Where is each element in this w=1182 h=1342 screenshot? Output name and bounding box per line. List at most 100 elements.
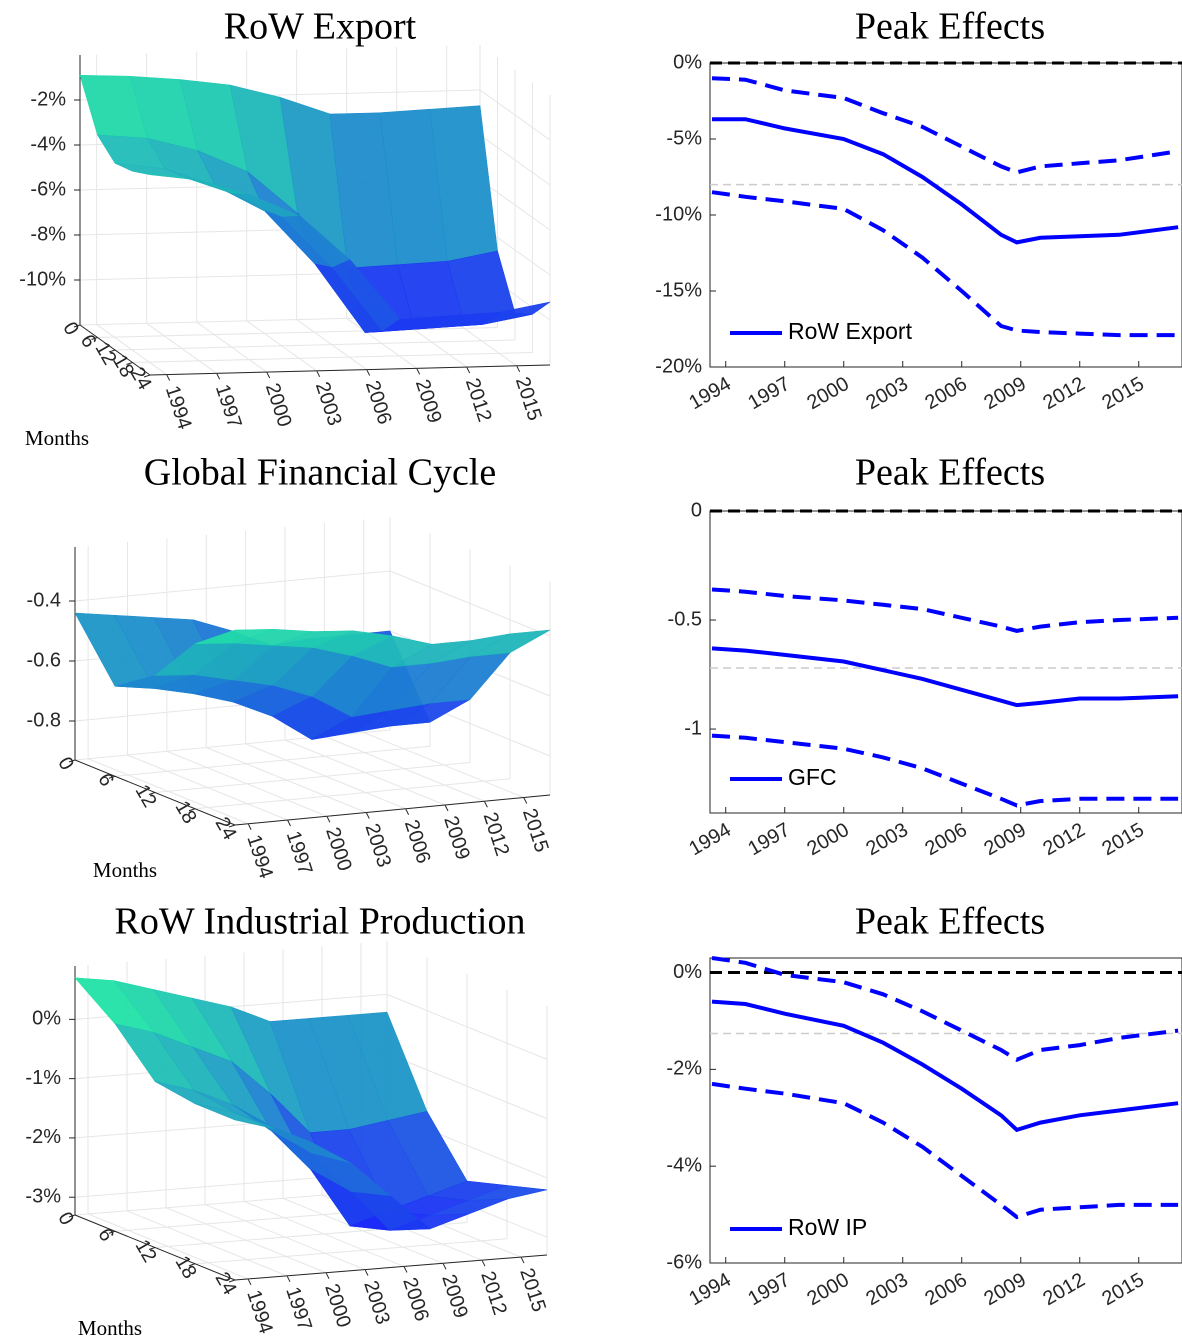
- x-tick-label: 2015: [515, 1265, 550, 1314]
- grid-line: [114, 339, 516, 351]
- tick-mark: [403, 1266, 408, 1273]
- tick-mark: [73, 324, 81, 328]
- legend-label: GFC: [788, 764, 837, 790]
- tick-mark: [520, 1256, 525, 1264]
- x-tick-label: 2015: [511, 374, 546, 423]
- tick-mark: [483, 801, 488, 808]
- grid-line: [154, 762, 471, 793]
- axis-line: [74, 759, 236, 826]
- tick-mark: [365, 812, 370, 819]
- tick-mark: [405, 808, 410, 815]
- x-tick-label: 2006: [398, 1275, 433, 1324]
- surface-patch: [467, 1185, 548, 1201]
- surface-patch: [470, 629, 551, 657]
- tick-mark: [126, 362, 133, 365]
- y-tick-label: 18: [171, 797, 201, 827]
- y-tick-label: -5%: [666, 127, 702, 149]
- x-tick-label: 1997: [211, 382, 246, 431]
- tick-mark: [68, 1214, 76, 1218]
- y-tick-label: 24: [211, 814, 241, 844]
- y-tick-label: 0: [53, 1208, 78, 1229]
- x-tick-label: 1994: [685, 373, 735, 414]
- x-tick-label: 2003: [359, 1278, 394, 1327]
- grid-line: [194, 1238, 508, 1265]
- y-tick-label: -1: [684, 717, 702, 739]
- y-tick-label: 0: [691, 499, 702, 521]
- x-tick-label: 2009: [437, 1272, 472, 1321]
- x-tick-label: 2012: [1039, 373, 1089, 414]
- z-tick-label: -0.8: [27, 709, 61, 731]
- z-tick-label: -0.6: [27, 649, 61, 671]
- x-tick-label: 2006: [921, 819, 971, 860]
- chart-title: Peak Effects: [855, 901, 1045, 943]
- x-tick-label: 2000: [803, 373, 853, 414]
- tick-mark: [216, 373, 221, 380]
- tick-mark: [247, 1278, 252, 1286]
- tick-mark: [326, 816, 331, 823]
- tick-mark: [148, 792, 156, 795]
- band-line: [711, 190, 1179, 338]
- legend-label: RoW Export: [788, 318, 913, 344]
- y-tick-label: 0: [53, 753, 78, 774]
- x-tick-label: 2015: [518, 806, 553, 855]
- x-tick-label: 1997: [282, 828, 317, 877]
- tick-mark: [148, 1247, 156, 1250]
- x-tick-label: 1997: [281, 1284, 316, 1333]
- tick-mark: [444, 804, 449, 812]
- y-tick-label: 0: [58, 318, 83, 339]
- y-tick-label: -10%: [655, 203, 702, 225]
- x-tick-label: 1997: [744, 373, 794, 414]
- x-tick-label: 2015: [1098, 819, 1148, 860]
- x-tick-label: 1994: [685, 1269, 735, 1310]
- x-tick-label: 2003: [360, 821, 395, 870]
- x-tick-label: 2009: [411, 377, 446, 426]
- tick-mark: [364, 1269, 369, 1276]
- axis-line: [74, 1214, 236, 1281]
- x-tick-label: 2015: [1098, 373, 1148, 414]
- tick-mark: [188, 1263, 196, 1267]
- x-tick-label: 1994: [242, 832, 277, 881]
- tick-mark: [516, 365, 521, 373]
- axis-line: [234, 1254, 548, 1281]
- tick-mark: [287, 819, 291, 827]
- y-tick-label: -15%: [655, 279, 702, 301]
- chart-title: RoW Export: [224, 6, 417, 48]
- x-tick-label: 2009: [980, 819, 1030, 860]
- grid-line: [74, 570, 391, 602]
- tick-mark: [316, 370, 321, 378]
- chart-title: Global Financial Cycle: [144, 452, 496, 494]
- tick-mark: [247, 823, 252, 830]
- x-tick-label: 1994: [161, 383, 196, 432]
- tick-mark: [91, 337, 98, 340]
- tick-mark: [286, 1275, 291, 1283]
- y-tick-label: 12: [131, 1236, 161, 1266]
- x-tick-label: 1994: [242, 1287, 277, 1336]
- axis-label: Months: [93, 858, 157, 882]
- tick-mark: [68, 759, 76, 763]
- band-line: [711, 587, 1179, 633]
- z-tick-label: -2%: [25, 1126, 61, 1148]
- y-tick-label: 18: [171, 1252, 201, 1282]
- axis-line: [149, 364, 551, 376]
- x-tick-label: 2006: [400, 817, 435, 866]
- y-tick-label: 0%: [673, 961, 702, 983]
- x-tick-label: 2009: [439, 813, 474, 862]
- x-tick-label: 2003: [311, 379, 346, 428]
- tick-mark: [108, 349, 116, 353]
- tick-mark: [228, 1279, 236, 1283]
- axis-label: Months: [78, 1316, 142, 1340]
- tick-mark: [442, 1263, 447, 1270]
- y-tick-label: 12: [131, 781, 161, 811]
- band-line: [711, 1081, 1179, 1220]
- z-tick-label: -1%: [25, 1067, 61, 1089]
- axis-line: [79, 324, 151, 376]
- y-tick-label: -0.5: [668, 608, 702, 630]
- x-tick-label: 2006: [921, 373, 971, 414]
- z-tick-label: -8%: [30, 223, 66, 245]
- series-line: [711, 999, 1179, 1133]
- grid-line: [114, 745, 431, 777]
- z-tick-label: -2%: [30, 88, 66, 110]
- plot-frame: [709, 62, 1182, 368]
- x-tick-label: 2000: [320, 1281, 355, 1330]
